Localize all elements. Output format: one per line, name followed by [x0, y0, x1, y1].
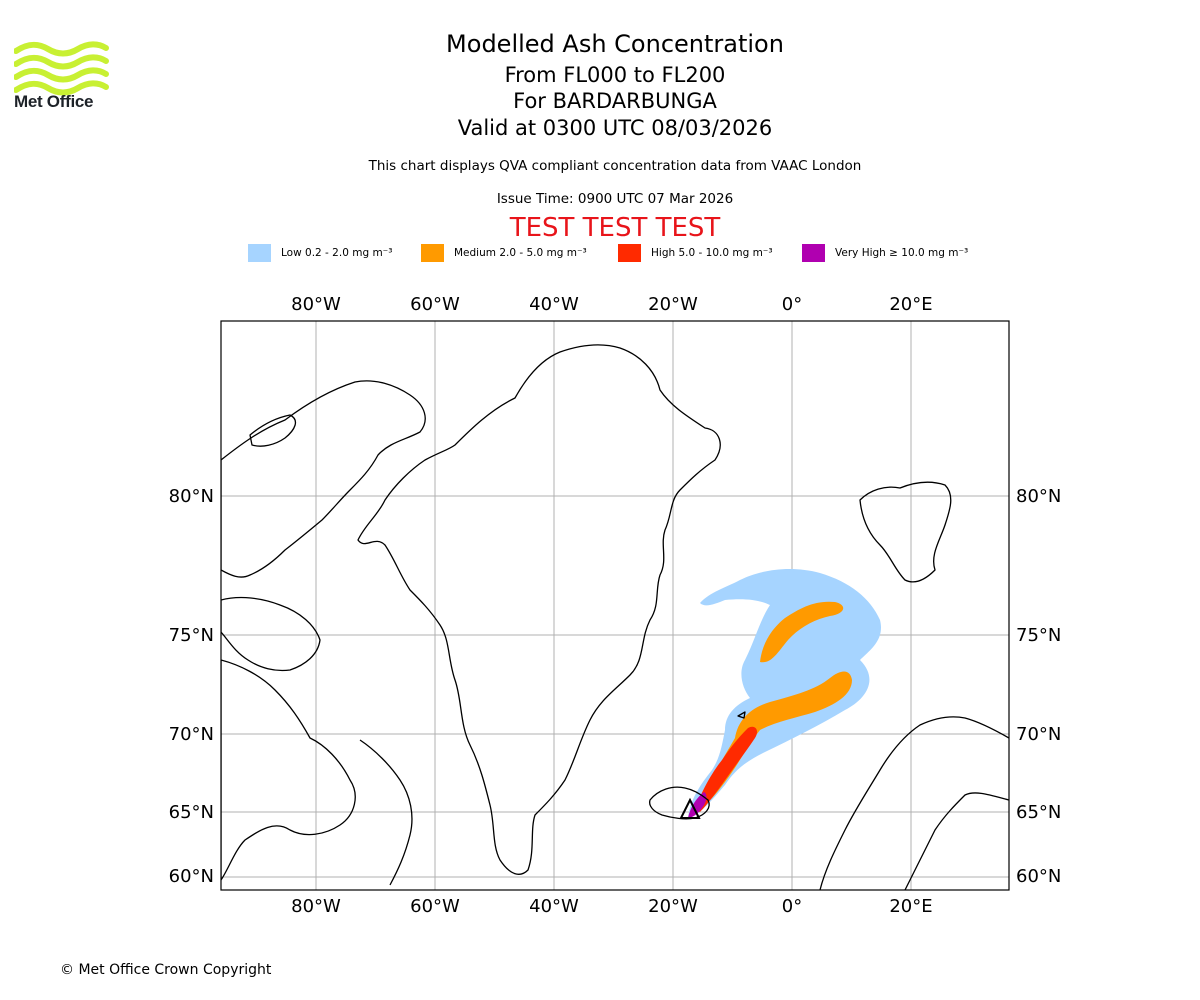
met-office-logo-text: Met Office: [14, 92, 94, 111]
baffin-coast: [221, 596, 321, 672]
map-background: [221, 321, 1009, 890]
hudson-coast: [221, 659, 356, 881]
iceland-coast: [648, 786, 710, 820]
svalbard-coast: [859, 481, 952, 583]
volcano-name: For BARDARBUNGA: [513, 89, 717, 113]
greenland-coast: [357, 344, 721, 875]
scandinavia-coast: [819, 716, 1009, 890]
legend-item-low: Low 0.2 - 2.0 mg m⁻³: [248, 244, 392, 262]
coastlines: [221, 344, 1009, 890]
latitude-labels-left: 80°N 75°N 70°N 65°N 60°N: [169, 486, 214, 887]
legend-label-very-high: Very High ≥ 10.0 mg m⁻³: [835, 247, 969, 259]
ash-high-region: [695, 726, 758, 812]
lon-label-top: 20°W: [648, 294, 698, 315]
lat-label-right: 65°N: [1016, 802, 1061, 823]
lon-label-bottom: 60°W: [410, 896, 460, 917]
legend-swatch-medium: [421, 244, 444, 262]
lon-label-bottom: 20°E: [889, 896, 932, 917]
qva-note: This chart displays QVA compliant concen…: [368, 158, 862, 174]
labrador-coast: [359, 739, 413, 886]
legend-swatch-low: [248, 244, 271, 262]
lat-label-left: 80°N: [169, 486, 214, 507]
copyright-notice: © Met Office Crown Copyright: [60, 962, 272, 978]
lon-label-bottom: 20°W: [648, 896, 698, 917]
legend-swatch-very-high: [802, 244, 825, 262]
jan-mayen-coast: [737, 711, 746, 719]
concentration-legend: Low 0.2 - 2.0 mg m⁻³ Medium 2.0 - 5.0 mg…: [0, 244, 1200, 264]
lon-label-top: 80°W: [291, 294, 341, 315]
lon-label-top: 60°W: [410, 294, 460, 315]
lat-label-right: 70°N: [1016, 724, 1061, 745]
canada-islands-coast: [221, 380, 426, 578]
latitude-labels-right: 80°N 75°N 70°N 65°N 60°N: [1016, 486, 1061, 887]
legend-item-high: High 5.0 - 10.0 mg m⁻³: [618, 244, 773, 262]
legend-label-medium: Medium 2.0 - 5.0 mg m⁻³: [454, 247, 587, 259]
lat-label-left: 60°N: [169, 866, 214, 887]
chart-title: Modelled Ash Concentration: [446, 30, 784, 58]
legend-swatch-high: [618, 244, 641, 262]
lon-label-bottom: 0°: [782, 896, 802, 917]
map-frame: [220, 320, 1010, 891]
lon-label-bottom: 40°W: [529, 896, 579, 917]
legend-label-high: High 5.0 - 10.0 mg m⁻³: [651, 247, 773, 259]
lon-label-top: 20°E: [889, 294, 932, 315]
legend-item-very-high: Very High ≥ 10.0 mg m⁻³: [802, 244, 968, 262]
lon-label-bottom: 80°W: [291, 896, 341, 917]
lat-label-right: 80°N: [1016, 486, 1061, 507]
lon-label-top: 0°: [782, 294, 802, 315]
issue-time: Issue Time: 0900 UTC 07 Mar 2026: [496, 191, 734, 207]
lat-label-left: 65°N: [169, 802, 214, 823]
longitude-labels-bottom: 80°W 60°W 40°W 20°W 0° 20°E: [291, 896, 932, 917]
longitude-labels-top: 80°W 60°W 40°W 20°W 0° 20°E: [291, 294, 932, 315]
legend-label-low: Low 0.2 - 2.0 mg m⁻³: [281, 247, 393, 259]
lat-label-right: 75°N: [1016, 625, 1061, 646]
lat-label-right: 60°N: [1016, 866, 1061, 887]
valid-time: Valid at 0300 UTC 08/03/2026: [457, 116, 773, 140]
finland-coast: [904, 792, 1009, 890]
lon-label-top: 40°W: [529, 294, 579, 315]
lat-label-left: 75°N: [169, 625, 214, 646]
legend-item-medium: Medium 2.0 - 5.0 mg m⁻³: [421, 244, 587, 262]
volcano-marker-icon: [679, 797, 701, 819]
test-banner: TEST TEST TEST: [509, 213, 721, 243]
ellesmere-coast: [249, 414, 297, 447]
ash-very-high-region: [688, 792, 707, 818]
flight-level-range: From FL000 to FL200: [504, 63, 726, 87]
lat-label-left: 70°N: [169, 724, 214, 745]
met-office-logo: [14, 41, 109, 96]
